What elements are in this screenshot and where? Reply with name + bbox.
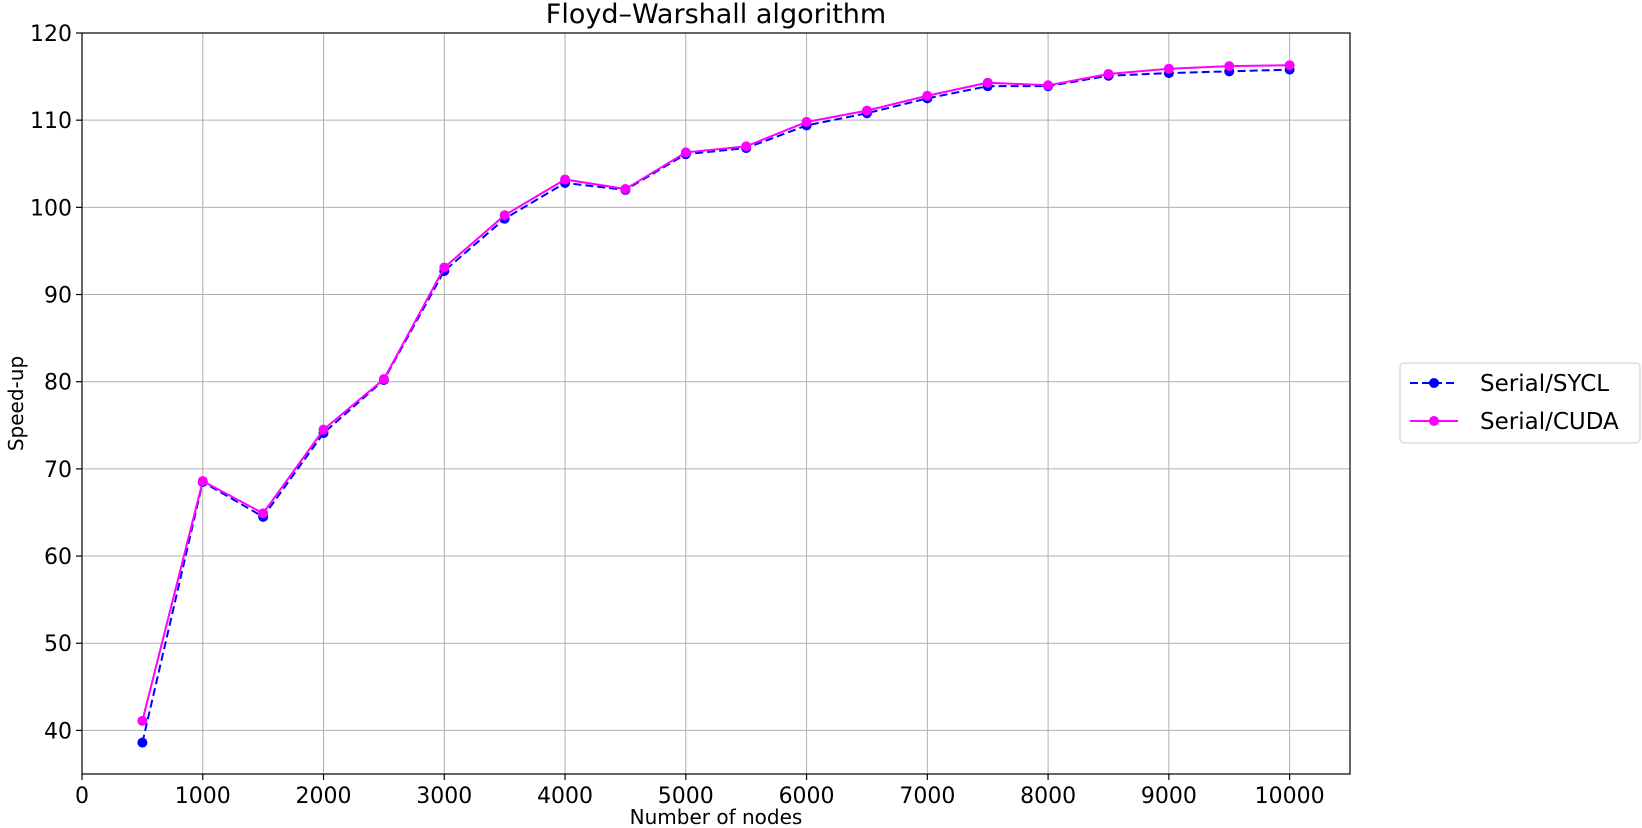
y-tick-label: 60: [44, 545, 72, 570]
x-tick-label: 5000: [658, 784, 714, 809]
data-point: [620, 184, 631, 195]
x-tick-label: 3000: [416, 784, 472, 809]
y-tick-label: 110: [30, 109, 72, 134]
x-tick-label: 9000: [1141, 784, 1197, 809]
plot-frame: [81, 32, 1351, 775]
x-tick-label: 4000: [537, 784, 593, 809]
data-point: [1224, 61, 1235, 72]
data-point: [560, 174, 571, 185]
data-point: [741, 141, 752, 152]
data-point: [137, 737, 148, 748]
legend: Serial/SYCL Serial/CUDA: [1399, 362, 1641, 444]
legend-swatch-marker: [1429, 416, 1439, 426]
data-point: [197, 476, 208, 487]
x-tick-label: 7000: [899, 784, 955, 809]
data-point: [982, 77, 993, 88]
data-point: [499, 210, 510, 221]
legend-box: [1399, 362, 1641, 444]
y-tick-label: 50: [44, 632, 72, 657]
series-0: [137, 64, 1295, 748]
series-layer: [137, 60, 1295, 748]
data-point: [801, 116, 812, 127]
x-axis-label: Number of nodes: [630, 805, 803, 828]
data-point: [258, 508, 269, 519]
x-tick-label: 2000: [296, 784, 352, 809]
data-point: [861, 105, 872, 116]
chart-title: Floyd–Warshall algorithm: [546, 0, 886, 30]
data-point: [1043, 80, 1054, 91]
data-point: [1103, 68, 1114, 79]
data-point: [1163, 63, 1174, 74]
y-axis-label: Speed-up: [4, 356, 28, 451]
data-point: [922, 90, 933, 101]
x-tick-label: 8000: [1020, 784, 1076, 809]
y-tick-label: 90: [44, 284, 72, 309]
legend-swatch-marker: [1429, 378, 1439, 388]
series-1: [137, 60, 1295, 726]
grid: [81, 32, 1350, 774]
x-tick-label: 6000: [779, 784, 835, 809]
y-tick-label: 40: [44, 719, 72, 744]
y-tick-label: 80: [44, 371, 72, 396]
data-point: [439, 262, 450, 273]
x-tick-label: 10000: [1255, 784, 1325, 809]
data-point: [1284, 60, 1295, 71]
y-tick-label: 120: [30, 22, 72, 47]
legend-label: Serial/CUDA: [1480, 409, 1619, 435]
y-axis: 40 50 60 70 80 90 100 110 120: [30, 22, 82, 744]
y-tick-label: 100: [30, 196, 72, 221]
data-point: [378, 374, 389, 385]
data-point: [318, 424, 329, 435]
series-line: [141, 68, 1290, 743]
x-tick-label: 1000: [175, 784, 231, 809]
x-axis: 0 1000 2000 3000 4000 5000 6000 7000 8000 9000 100…: [75, 774, 1325, 809]
legend-label: Serial/SYCL: [1480, 371, 1609, 397]
data-point: [680, 147, 691, 158]
x-tick-label: 0: [75, 784, 89, 809]
data-point: [137, 715, 148, 726]
y-tick-label: 70: [44, 458, 72, 483]
series-line: [141, 64, 1290, 722]
